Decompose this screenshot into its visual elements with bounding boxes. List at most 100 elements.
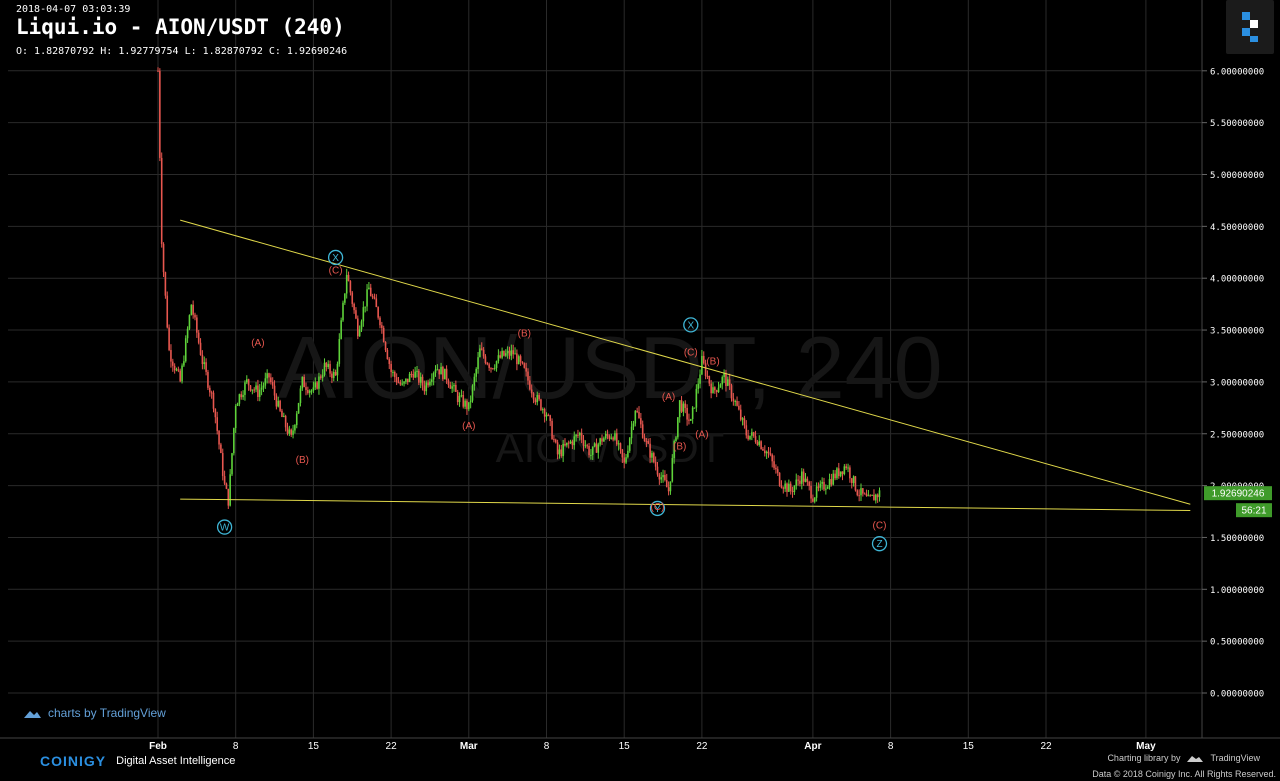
- candle-body: [640, 418, 642, 425]
- candle-body: [664, 475, 666, 481]
- coinigy-wordmark: COINIGY: [40, 753, 107, 769]
- candle-body: [778, 472, 781, 486]
- candle: [405, 378, 407, 385]
- tradingview-link[interactable]: charts by TradingView: [22, 706, 166, 720]
- candle-body: [628, 438, 631, 451]
- candle-body: [691, 407, 694, 420]
- candle-body: [786, 483, 788, 492]
- candle-body: [553, 439, 555, 441]
- coinigy-logo[interactable]: [1226, 0, 1274, 54]
- candle: [812, 494, 814, 503]
- candle: [190, 304, 193, 316]
- candle-body: [406, 378, 409, 382]
- candle-body: [765, 451, 768, 454]
- candle: [412, 369, 415, 381]
- candle-body: [166, 295, 169, 328]
- candle: [172, 358, 174, 372]
- candle: [591, 446, 594, 461]
- candle-body: [806, 478, 809, 482]
- candle-body: [419, 376, 422, 383]
- candle: [762, 447, 764, 451]
- candle: [764, 445, 766, 457]
- candle: [604, 430, 607, 440]
- candle-body: [562, 443, 564, 457]
- candle-body: [651, 453, 653, 458]
- candle: [791, 486, 794, 498]
- candle-body: [366, 289, 368, 307]
- candle: [207, 369, 209, 391]
- candle-body: [793, 485, 796, 493]
- candle: [362, 301, 365, 327]
- candle: [295, 411, 298, 429]
- candle: [628, 436, 631, 453]
- candle-body: [179, 370, 181, 382]
- candle: [630, 421, 633, 445]
- candle-body: [431, 379, 433, 382]
- candle-body: [625, 457, 627, 463]
- candle-body: [456, 391, 459, 403]
- candle: [584, 440, 587, 449]
- candle: [806, 476, 809, 486]
- candle: [860, 483, 862, 501]
- candle: [177, 366, 180, 373]
- candle: [715, 389, 718, 398]
- candle-body: [312, 387, 315, 391]
- candle-body: [203, 362, 206, 365]
- candle: [323, 358, 326, 377]
- candle-body: [527, 371, 529, 381]
- candle: [366, 284, 368, 312]
- candle-body: [262, 385, 265, 388]
- candle-body: [183, 361, 185, 366]
- candle: [284, 414, 287, 432]
- candle: [268, 372, 270, 384]
- candle-body: [573, 436, 576, 446]
- candle: [830, 473, 833, 487]
- candle: [466, 398, 468, 415]
- candle-body: [358, 329, 361, 337]
- candle: [321, 369, 324, 382]
- y-tick-label: 3.00000000: [1210, 378, 1264, 388]
- candle: [503, 350, 505, 357]
- candle: [536, 391, 539, 406]
- candle: [623, 453, 625, 469]
- candle-body: [386, 350, 389, 360]
- candle-body: [771, 454, 773, 462]
- candle-body: [638, 411, 640, 419]
- candle: [677, 417, 679, 440]
- candle-body: [225, 483, 228, 489]
- candle: [212, 390, 215, 413]
- candle-body: [323, 362, 326, 375]
- candle-body: [458, 395, 461, 403]
- candle: [519, 354, 522, 366]
- candle: [540, 398, 542, 412]
- candle: [525, 362, 527, 377]
- candle: [616, 428, 618, 447]
- candle-body: [288, 429, 291, 434]
- candle: [786, 482, 788, 497]
- candle-body: [673, 440, 675, 459]
- chart-title: Liqui.io - AION/USDT (240): [16, 15, 345, 39]
- candle: [675, 435, 677, 442]
- candle: [179, 368, 181, 383]
- candle-body: [294, 425, 296, 431]
- candle: [647, 438, 650, 445]
- x-tick-label: 15: [963, 741, 975, 752]
- candle: [673, 439, 675, 464]
- candle: [340, 317, 342, 340]
- candle: [183, 355, 185, 368]
- candle: [495, 360, 498, 372]
- tradingview-link-label: charts by TradingView: [48, 706, 166, 720]
- candle-body: [654, 461, 657, 467]
- candle: [754, 430, 757, 444]
- candle-body: [597, 444, 600, 453]
- charting-library-credit[interactable]: Charting library by TradingView: [1107, 753, 1260, 763]
- candle-body: [514, 353, 516, 355]
- candle: [246, 375, 248, 385]
- candle: [862, 488, 864, 497]
- candle: [336, 361, 339, 382]
- candle-body: [601, 438, 603, 442]
- candle: [856, 489, 859, 497]
- candle-body: [423, 385, 426, 392]
- candle-body: [234, 405, 237, 429]
